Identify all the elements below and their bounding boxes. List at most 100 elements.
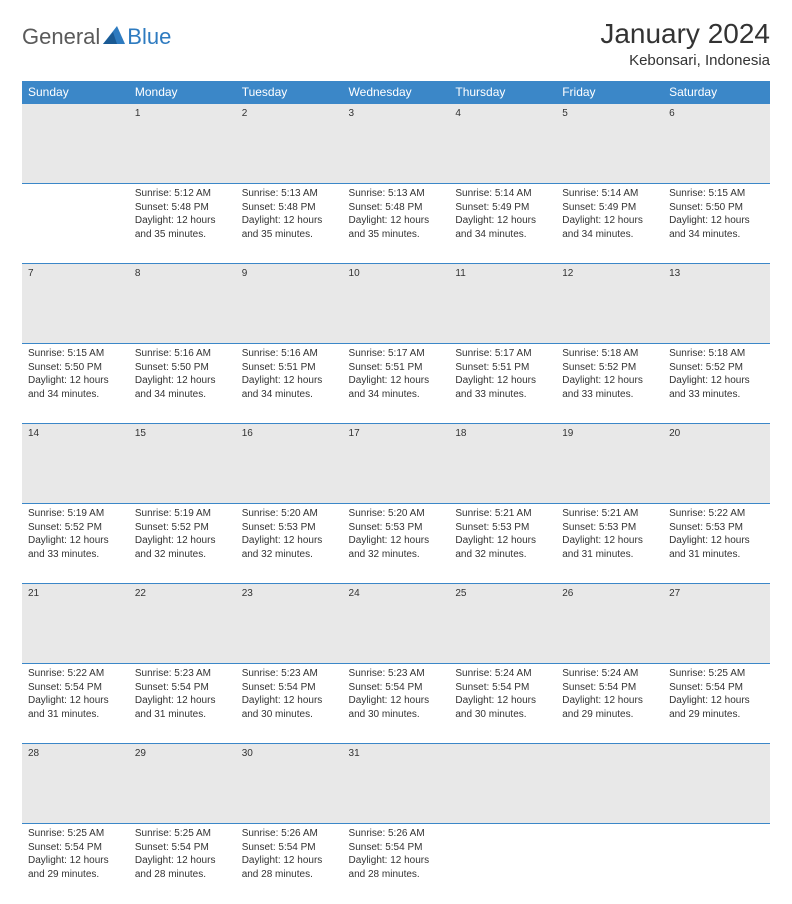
cell-sunrise: Sunrise: 5:13 AM — [242, 187, 337, 201]
day-number: 31 — [343, 744, 450, 824]
cell-sunrise: Sunrise: 5:20 AM — [349, 507, 444, 521]
logo-text-blue: Blue — [127, 24, 171, 50]
day-cell: Sunrise: 5:17 AMSunset: 5:51 PMDaylight:… — [343, 344, 450, 424]
cell-sunrise: Sunrise: 5:18 AM — [669, 347, 764, 361]
day-cell: Sunrise: 5:23 AMSunset: 5:54 PMDaylight:… — [343, 664, 450, 744]
cell-sunrise: Sunrise: 5:14 AM — [562, 187, 657, 201]
cell-day2: and 34 minutes. — [669, 228, 764, 242]
info-row: Sunrise: 5:25 AMSunset: 5:54 PM Daylight:… — [22, 824, 770, 904]
day-number: 16 — [236, 424, 343, 504]
day-cell: Sunrise: 5:18 AMSunset: 5:52 PMDaylight:… — [556, 344, 663, 424]
day-number: 13 — [663, 264, 770, 344]
cell-day2: and 35 minutes. — [135, 228, 230, 242]
day-cell: Sunrise: 5:25 AMSunset: 5:54 PMDaylight:… — [663, 664, 770, 744]
day-number: 2 — [236, 104, 343, 184]
cell-day1: Daylight: 12 hours — [242, 534, 337, 548]
cell-sunset: Sunset: 5:48 PM — [135, 201, 230, 215]
day-cell: Sunrise: 5:23 AMSunset: 5:54 PMDaylight:… — [236, 664, 343, 744]
day-number: 15 — [129, 424, 236, 504]
info-row: Sunrise: 5:19 AMSunset: 5:52 PM Daylight:… — [22, 504, 770, 584]
cell-sunset: Sunset: 5:53 PM — [242, 521, 337, 535]
day-cell: Sunrise: 5:15 AMSunset: 5:50 PMDaylight:… — [663, 184, 770, 264]
day-cell: Sunrise: 5:15 AMSunset: 5:50 PMDaylight:… — [22, 344, 129, 424]
cell-day2: and 33 minutes. — [28, 548, 123, 562]
cell-day1: Daylight: 12 hours — [349, 854, 444, 868]
day-cell: Sunrise: 5:24 AMSunset: 5:54 PMDaylight:… — [449, 664, 556, 744]
day-cell: Sunrise: 5:21 AMSunset: 5:53 PMDaylight:… — [449, 504, 556, 584]
day-cell: Sunrise: 5:19 AMSunset: 5:52 PMDaylight:… — [129, 504, 236, 584]
info-row: Sunrise: 5:12 AMSunset: 5:48 PMDaylight:… — [22, 184, 770, 264]
cell-sunrise: Sunrise: 5:25 AM — [135, 827, 230, 841]
day-cell: Sunrise: 5:16 AMSunset: 5:50 PMDaylight:… — [129, 344, 236, 424]
cell-sunrise: Sunrise: 5:17 AM — [349, 347, 444, 361]
day-number: 9 — [236, 264, 343, 344]
cell-day1: Daylight: 12 hours — [242, 694, 337, 708]
day-number: 6 — [663, 104, 770, 184]
cell-day2: and 31 minutes. — [669, 548, 764, 562]
cell-day2: and 35 minutes. — [242, 228, 337, 242]
day-cell: Sunrise: 5:18 AMSunset: 5:52 PMDaylight:… — [663, 344, 770, 424]
cell-day2: and 32 minutes. — [455, 548, 550, 562]
day-number — [449, 744, 556, 824]
cell-day2: and 28 minutes. — [242, 868, 337, 882]
daynum-row: 123456 — [22, 104, 770, 184]
cell-sunset: Sunset: 5:48 PM — [242, 201, 337, 215]
cell-sunset: Sunset: 5:51 PM — [349, 361, 444, 375]
cell-sunrise: Sunrise: 5:13 AM — [349, 187, 444, 201]
cell-day2: and 34 minutes. — [28, 388, 123, 402]
cell-sunset: Sunset: 5:53 PM — [349, 521, 444, 535]
day-cell: Sunrise: 5:24 AMSunset: 5:54 PMDaylight:… — [556, 664, 663, 744]
info-row: Sunrise: 5:22 AMSunset: 5:54 PMDaylight:… — [22, 664, 770, 744]
cell-day1: Daylight: 12 hours — [669, 534, 764, 548]
cell-sunrise: Sunrise: 5:23 AM — [349, 667, 444, 681]
day-number — [663, 744, 770, 824]
cell-day1: Daylight: 12 hours — [242, 214, 337, 228]
cell-sunrise: Sunrise: 5:24 AM — [562, 667, 657, 681]
day-cell: Sunrise: 5:22 AMSunset: 5:53 PMDaylight:… — [663, 504, 770, 584]
title-block: January 2024 Kebonsari, Indonesia — [600, 18, 770, 69]
day-header: Monday — [129, 81, 236, 104]
cell-sunset: Sunset: 5:54 PM — [562, 681, 657, 695]
day-cell: Sunrise: 5:13 AMSunset: 5:48 PMDaylight:… — [236, 184, 343, 264]
cell-sunset: Sunset: 5:50 PM — [135, 361, 230, 375]
cell-day1: Daylight: 12 hours — [28, 694, 123, 708]
day-cell: Sunrise: 5:14 AMSunset: 5:49 PMDaylight:… — [556, 184, 663, 264]
day-header: Wednesday — [343, 81, 450, 104]
daynum-row: 28293031 — [22, 744, 770, 824]
day-number: 28 — [22, 744, 129, 824]
cell-sunset: Sunset: 5:49 PM — [455, 201, 550, 215]
cell-sunset: Sunset: 5:54 PM — [135, 841, 230, 855]
cell-sunrise: Sunrise: 5:18 AM — [562, 347, 657, 361]
day-number: 21 — [22, 584, 129, 664]
cell-day2: and 34 minutes. — [455, 228, 550, 242]
cell-day2: and 29 minutes. — [28, 868, 123, 882]
location: Kebonsari, Indonesia — [600, 52, 770, 69]
cell-day2: and 29 minutes. — [562, 708, 657, 722]
cell-sunset: Sunset: 5:54 PM — [135, 681, 230, 695]
cell-day2: and 31 minutes. — [562, 548, 657, 562]
cell-day2: and 32 minutes. — [135, 548, 230, 562]
daynum-row: 78910111213 — [22, 264, 770, 344]
day-cell: Sunrise: 5:20 AMSunset: 5:53 PMDaylight:… — [343, 504, 450, 584]
cell-day2: and 31 minutes. — [28, 708, 123, 722]
cell-day2: and 33 minutes. — [455, 388, 550, 402]
cell-day2: and 32 minutes. — [242, 548, 337, 562]
logo-triangle-icon — [103, 26, 125, 49]
cell-sunset: Sunset: 5:54 PM — [242, 681, 337, 695]
cell-day1: Daylight: 12 hours — [562, 534, 657, 548]
cell-day1: Daylight: 12 hours — [455, 374, 550, 388]
cell-day2: and 30 minutes. — [349, 708, 444, 722]
cell-day2: and 28 minutes. — [135, 868, 230, 882]
cell-sunrise: Sunrise: 5:19 AM — [28, 507, 123, 521]
day-cell: Sunrise: 5:14 AMSunset: 5:49 PMDaylight:… — [449, 184, 556, 264]
day-header: Sunday — [22, 81, 129, 104]
cell-day1: Daylight: 12 hours — [349, 374, 444, 388]
logo-text-general: General — [22, 24, 100, 50]
day-number — [556, 744, 663, 824]
cell-day1: Daylight: 12 hours — [455, 214, 550, 228]
day-number: 12 — [556, 264, 663, 344]
cell-day2: and 30 minutes. — [455, 708, 550, 722]
page-header: General Blue January 2024 Kebonsari, Ind… — [22, 18, 770, 69]
cell-sunrise: Sunrise: 5:21 AM — [562, 507, 657, 521]
cell-sunset: Sunset: 5:52 PM — [28, 521, 123, 535]
